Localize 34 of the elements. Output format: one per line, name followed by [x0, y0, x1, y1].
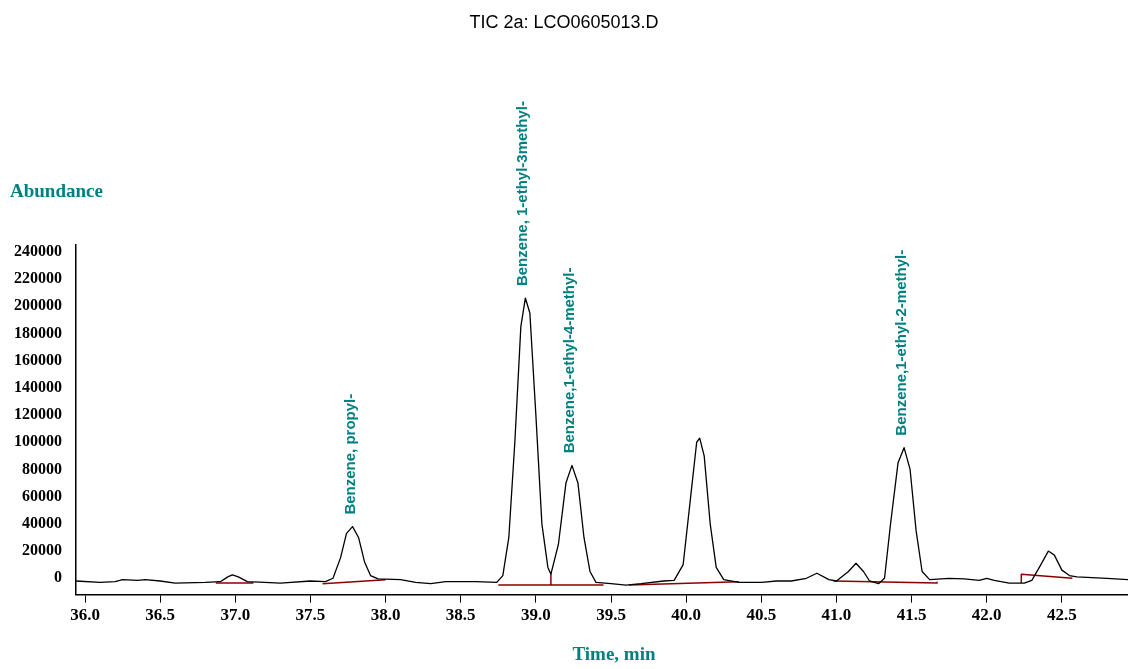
x-tick-label: 37.5 [295, 605, 326, 625]
y-tick-label: 80000 [22, 459, 62, 477]
y-tick-label: 240000 [14, 241, 62, 259]
x-tick-label: 36.5 [145, 605, 176, 625]
y-axis-title: Abundance [10, 180, 103, 202]
x-tick-label: 36.0 [70, 605, 100, 625]
x-tick-label: 40.5 [746, 605, 777, 625]
y-tick-label: 120000 [14, 405, 62, 423]
x-tick-label: 40.0 [671, 605, 702, 625]
x-tick-label: 39.5 [596, 605, 626, 625]
annotation: Benzene,1-ethyl-2-methyl- [892, 249, 910, 436]
y-tick-label: 140000 [14, 377, 62, 395]
y-tick-label: 100000 [14, 432, 62, 450]
y-tick-label: 60000 [22, 486, 62, 504]
x-tick-label: 38.0 [370, 605, 401, 625]
x-tick-label: 41.5 [896, 605, 927, 625]
x-tick-label: 37.0 [220, 605, 251, 625]
y-tick-label: 20000 [22, 541, 62, 559]
x-tick-label: 42.5 [1047, 605, 1077, 625]
annotation: Benzene,1-ethyl-4-methyl- [560, 267, 578, 454]
annotation: Benzene, 1-ethyl-3methyl- [513, 101, 531, 287]
y-tick-label: 220000 [14, 269, 62, 287]
x-tick-label: 38.5 [445, 605, 476, 625]
y-tick-label: 40000 [22, 514, 62, 531]
chart-title: TIC 2a: LCO0605013.D [468, 12, 660, 33]
x-tick-label: 42.0 [971, 605, 1002, 625]
y-tick-label: 180000 [14, 323, 62, 341]
y-tick-label: 160000 [14, 350, 62, 368]
y-tick-label: 200000 [14, 296, 62, 314]
x-tick-label: 41.0 [821, 605, 852, 625]
x-tick-label: 39.0 [521, 605, 551, 625]
annotation: Benzene, propyl- [340, 393, 358, 515]
x-axis-title: Time, min [571, 643, 657, 665]
y-tick-label: 0 [54, 568, 62, 586]
